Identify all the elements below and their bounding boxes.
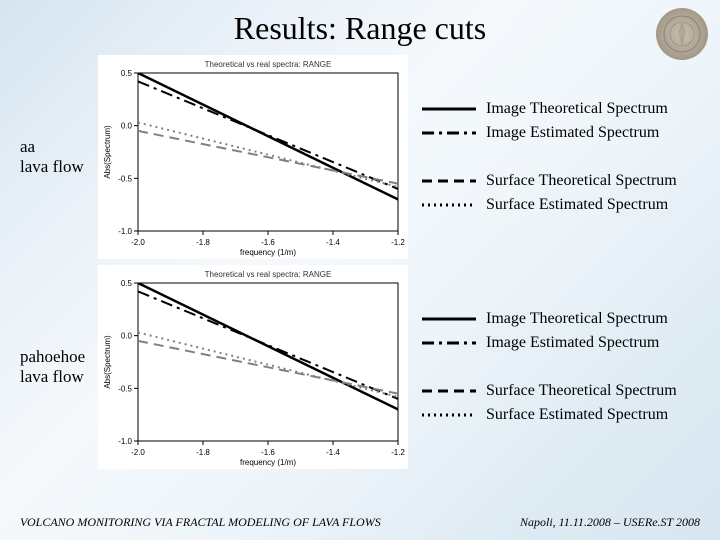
- legend-label: Surface Theoretical Spectrum: [486, 172, 677, 190]
- svg-text:0.5: 0.5: [121, 279, 133, 288]
- svg-text:-1.0: -1.0: [118, 437, 132, 446]
- legend-group-surface: Surface Theoretical Spectrum Surface Est…: [422, 382, 700, 424]
- legend-item: Surface Theoretical Spectrum: [422, 382, 700, 400]
- legend-label: Surface Estimated Spectrum: [486, 196, 668, 214]
- svg-text:-1.0: -1.0: [118, 227, 132, 236]
- legend: Image Theoretical Spectrum Image Estimat…: [416, 310, 700, 424]
- svg-text:-1.8: -1.8: [196, 238, 210, 247]
- legend: Image Theoretical Spectrum Image Estimat…: [416, 100, 700, 214]
- footer: VOLCANO MONITORING VIA FRACTAL MODELING …: [20, 515, 700, 530]
- legend-label: Image Theoretical Spectrum: [486, 100, 668, 118]
- result-row: aa lava flow Theoretical vs real spectra…: [20, 55, 700, 259]
- chart-svg: Theoretical vs real spectra: RANGE -2.0 -1…: [98, 265, 408, 469]
- svg-text:-1.2: -1.2: [391, 448, 405, 457]
- svg-text:-0.5: -0.5: [118, 174, 132, 183]
- svg-text:frequency (1/m): frequency (1/m): [240, 458, 296, 467]
- row-label: pahoehoe lava flow: [20, 347, 90, 388]
- legend-swatch-dot-icon: [422, 198, 476, 212]
- chart-panel: Theoretical vs real spectra: RANGE -2.0 -1…: [98, 55, 408, 259]
- svg-text:-1.4: -1.4: [326, 238, 340, 247]
- svg-text:frequency (1/m): frequency (1/m): [240, 248, 296, 257]
- legend-item: Surface Estimated Spectrum: [422, 196, 700, 214]
- svg-text:Theoretical vs real spectra: R: Theoretical vs real spectra: RANGE: [205, 270, 332, 279]
- legend-label: Image Theoretical Spectrum: [486, 310, 668, 328]
- legend-item: Image Estimated Spectrum: [422, 334, 700, 352]
- svg-text:-2.0: -2.0: [131, 448, 145, 457]
- row-label-line2: lava flow: [20, 157, 90, 177]
- legend-swatch-solid-icon: [422, 102, 476, 116]
- legend-swatch-dashdot-icon: [422, 336, 476, 350]
- svg-text:-1.6: -1.6: [261, 448, 275, 457]
- svg-text:-1.6: -1.6: [261, 238, 275, 247]
- legend-swatch-dot-icon: [422, 408, 476, 422]
- chart-svg: Theoretical vs real spectra: RANGE -2.0 -1…: [98, 55, 408, 259]
- row-label-line2: lava flow: [20, 367, 90, 387]
- svg-text:-2.0: -2.0: [131, 238, 145, 247]
- legend-label: Surface Theoretical Spectrum: [486, 382, 677, 400]
- svg-text:0.0: 0.0: [121, 332, 133, 341]
- legend-item: Surface Theoretical Spectrum: [422, 172, 700, 190]
- slide-root: Results: Range cuts aa lava flow Theoret…: [0, 0, 720, 540]
- university-seal-icon: [656, 8, 708, 60]
- legend-group-image: Image Theoretical Spectrum Image Estimat…: [422, 100, 700, 142]
- legend-item: Image Estimated Spectrum: [422, 124, 700, 142]
- chart-panel: Theoretical vs real spectra: RANGE -2.0 -1…: [98, 265, 408, 469]
- legend-label: Surface Estimated Spectrum: [486, 406, 668, 424]
- svg-text:-1.2: -1.2: [391, 238, 405, 247]
- legend-item: Image Theoretical Spectrum: [422, 100, 700, 118]
- row-label-line1: aa: [20, 137, 90, 157]
- legend-item: Surface Estimated Spectrum: [422, 406, 700, 424]
- legend-swatch-dash-icon: [422, 174, 476, 188]
- svg-text:Abs(Spectrum): Abs(Spectrum): [103, 335, 112, 389]
- svg-text:-1.4: -1.4: [326, 448, 340, 457]
- legend-label: Image Estimated Spectrum: [486, 124, 659, 142]
- slide-title: Results: Range cuts: [20, 10, 700, 47]
- svg-text:0.5: 0.5: [121, 69, 133, 78]
- svg-text:-1.8: -1.8: [196, 448, 210, 457]
- svg-text:Theoretical vs real spectra: R: Theoretical vs real spectra: RANGE: [205, 60, 332, 69]
- svg-text:Abs(Spectrum): Abs(Spectrum): [103, 125, 112, 179]
- footer-right: Napoli, 11.11.2008 – USERe.ST 2008: [520, 515, 700, 530]
- legend-swatch-dashdot-icon: [422, 126, 476, 140]
- legend-group-surface: Surface Theoretical Spectrum Surface Est…: [422, 172, 700, 214]
- row-label-line1: pahoehoe: [20, 347, 90, 367]
- legend-group-image: Image Theoretical Spectrum Image Estimat…: [422, 310, 700, 352]
- legend-label: Image Estimated Spectrum: [486, 334, 659, 352]
- legend-swatch-dash-icon: [422, 384, 476, 398]
- svg-text:0.0: 0.0: [121, 122, 133, 131]
- svg-text:-0.5: -0.5: [118, 384, 132, 393]
- result-row: pahoehoe lava flow Theoretical vs real s…: [20, 265, 700, 469]
- footer-left: VOLCANO MONITORING VIA FRACTAL MODELING …: [20, 515, 381, 530]
- legend-item: Image Theoretical Spectrum: [422, 310, 700, 328]
- row-label: aa lava flow: [20, 137, 90, 178]
- legend-swatch-solid-icon: [422, 312, 476, 326]
- content-area: aa lava flow Theoretical vs real spectra…: [20, 55, 700, 469]
